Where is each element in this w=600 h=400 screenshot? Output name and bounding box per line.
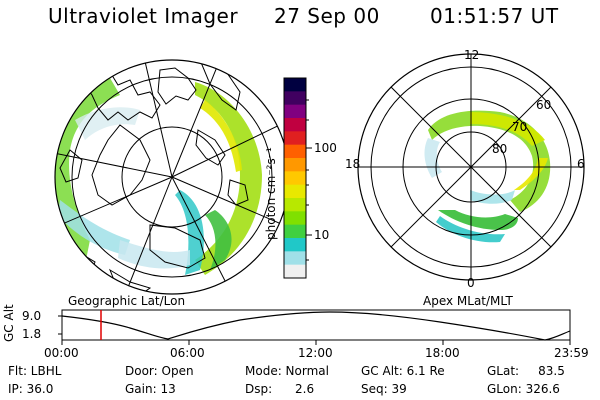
colorbar-segment: [284, 78, 306, 92]
polar-frame: [357, 53, 585, 281]
alt-x-tick-3: 18:00: [425, 346, 460, 360]
mlat-mlt-grid: [358, 54, 584, 280]
alt-x-tick-1: 06:00: [170, 346, 205, 360]
alt-y-bottom: 1.8: [22, 327, 42, 341]
colorbar-label-100: 100: [314, 141, 337, 155]
mlt-18-label: 18: [345, 157, 361, 171]
aurora-east-band: [195, 82, 262, 275]
info-flt: Flt: LBHL: [8, 364, 62, 378]
colorbar-frame: [283, 77, 307, 279]
info-door: Door: Open: [125, 364, 194, 378]
colorbar-segment: [284, 104, 306, 119]
colorbar-segment: [284, 184, 306, 199]
colorbar-unit-label: photon cm⁻²s⁻¹: [264, 147, 278, 240]
mlt-6-label: 6: [577, 157, 585, 171]
mlt-12-label: 12: [464, 48, 480, 62]
polar-map: [357, 53, 585, 281]
colorbar-segment: [284, 144, 306, 159]
colorbar-segment: [284, 158, 306, 172]
lat-80-label: 80: [492, 142, 508, 156]
alt-x-tick-0: 00:00: [44, 346, 79, 360]
colorbar-segment: [284, 118, 306, 132]
altitude-plot: [58, 309, 571, 345]
colorbar-segment: [284, 251, 306, 266]
date-label: 27 Sep 00: [274, 4, 380, 28]
lat-70-label: 70: [512, 120, 528, 134]
info-glon: GLon: 326.6: [487, 382, 560, 396]
info-mode: Mode: Normal: [245, 364, 329, 378]
colorbar-segment: [284, 238, 306, 252]
time-label: 01:51:57 UT: [430, 4, 559, 28]
geographic-map: [54, 59, 290, 295]
gc-alt-axis-label: GC Alt: [2, 304, 16, 342]
info-gcalt: GC Alt: 6.1 Re: [361, 364, 445, 378]
colorbar-label-10: 10: [314, 228, 330, 242]
lat-lon-grid: [55, 60, 289, 294]
colorbar-segment: [284, 171, 306, 186]
colorbar-segment: [284, 131, 306, 146]
alt-y-top: 9.0: [22, 309, 42, 323]
auroral-oval-day: [428, 110, 551, 212]
auroral-oval-night: [438, 210, 518, 230]
colorbar-segment: [284, 224, 306, 239]
colorbar-segment: [284, 264, 306, 279]
info-seq: Seq: 39: [361, 382, 407, 396]
alt-x-tick-4: 23:59: [554, 346, 589, 360]
lat-60-label: 60: [536, 98, 552, 112]
info-dsp: Dsp: 2.6: [245, 382, 315, 396]
altitude-plot-frame: [61, 309, 571, 341]
info-gain: Gain: 13: [125, 382, 176, 396]
colorbar-segment: [284, 91, 306, 106]
alt-x-tick-2: 12:00: [298, 346, 333, 360]
colorbar-segment: [284, 211, 306, 226]
geographic-caption: Geographic Lat/Lon: [68, 294, 186, 308]
colorbar-segment: [284, 198, 306, 212]
info-glat: GLat: 83.5: [487, 364, 565, 378]
instrument-title: Ultraviolet Imager: [48, 4, 239, 28]
altitude-curve: [61, 311, 571, 341]
polar-caption: Apex MLat/MLT: [423, 294, 513, 308]
mlt-0-label: 0: [467, 276, 475, 290]
info-ip: IP: 36.0: [8, 382, 54, 396]
colorbar: [284, 78, 306, 279]
